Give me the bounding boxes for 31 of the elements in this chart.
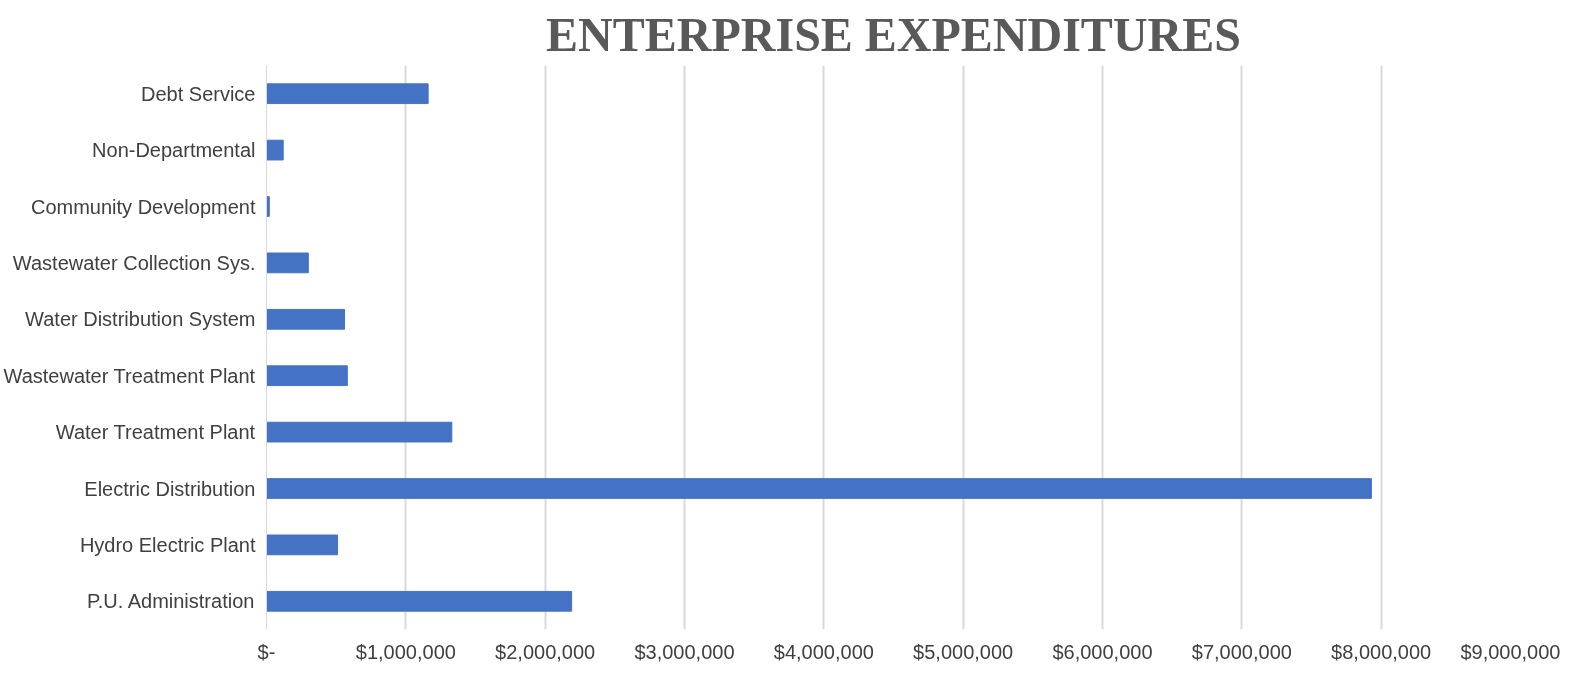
x-tick-label: $3,000,000	[634, 640, 735, 663]
bar	[266, 478, 1372, 499]
x-tick-label: $6,000,000	[1052, 640, 1153, 663]
y-tick-label: Water Distribution System	[25, 308, 256, 331]
y-tick-label: Wastewater Collection Sys.	[12, 251, 256, 274]
y-tick-label: Electric Distribution	[84, 477, 256, 500]
x-tick-label: $2,000,000	[495, 640, 596, 663]
bar	[266, 590, 573, 612]
y-tick-label: Community Development	[30, 195, 256, 218]
y-tick-label: P.U. Administration	[86, 590, 255, 613]
bar	[266, 196, 270, 217]
bar	[266, 308, 346, 330]
x-tick-label: $-	[257, 640, 276, 663]
y-tick-label: Non-Departmental	[92, 139, 256, 162]
bar	[266, 139, 284, 161]
bar	[266, 534, 339, 556]
bar	[266, 83, 429, 105]
chart-title: ENTERPRISE EXPENDITURES	[546, 7, 1241, 61]
x-tick-label: $5,000,000	[913, 640, 1014, 663]
y-tick-label: Water Treatment Plant	[55, 421, 256, 444]
y-tick-label: Wastewater Treatment Plant	[3, 364, 256, 387]
bar	[266, 365, 348, 387]
x-tick-label: $9,000,000	[1460, 640, 1561, 663]
x-tick-label: $7,000,000	[1191, 640, 1292, 663]
bar	[266, 421, 453, 443]
bar	[266, 252, 309, 274]
x-tick-label: $8,000,000	[1331, 640, 1432, 663]
x-tick-label: $1,000,000	[355, 640, 456, 663]
y-tick-label: Debt Service	[141, 82, 256, 105]
x-tick-label: $4,000,000	[773, 640, 874, 663]
y-tick-label: Hydro Electric Plant	[79, 533, 256, 556]
